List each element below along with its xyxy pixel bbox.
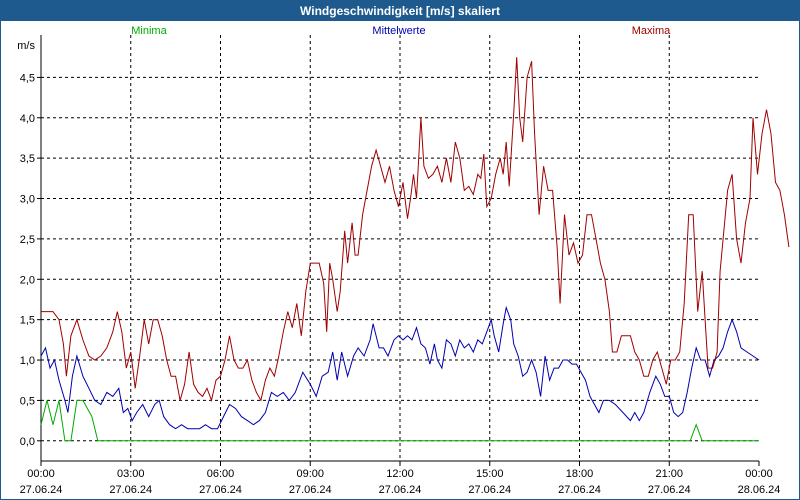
x-tick-time: 21:00	[655, 468, 683, 480]
y-tick-label: 3,0	[20, 194, 35, 206]
series-mittelwerte-line	[40, 305, 760, 430]
x-tick-time: 00:00	[27, 468, 55, 480]
y-tick-label: 4,5	[20, 72, 35, 84]
x-tick-time: 00:00	[745, 468, 773, 480]
y-tick-label: 0,0	[20, 436, 35, 448]
y-tick-label: 1,5	[20, 315, 35, 327]
x-tick-time: 12:00	[386, 468, 414, 480]
x-tick-date: 27.06.24	[468, 484, 511, 496]
x-tick-time: 18:00	[566, 468, 594, 480]
x-tick-time: 09:00	[296, 468, 324, 480]
y-tick-label: 0,5	[20, 395, 35, 407]
y-tick-label: 1,0	[20, 355, 35, 367]
x-tick-date: 28.06.24	[738, 484, 781, 496]
y-tick-label: 2,0	[20, 274, 35, 286]
x-tick-date: 27.06.24	[558, 484, 601, 496]
y-tick-label: 3,5	[20, 153, 35, 165]
legend-minima: Minima	[131, 25, 167, 37]
series-minima-line	[40, 399, 759, 442]
series-maxima-line	[41, 57, 790, 403]
x-tick-time: 15:00	[476, 468, 504, 480]
x-tick-date: 27.06.24	[289, 484, 332, 496]
y-tick-label: 4,0	[20, 113, 35, 125]
y-axis-label: m/s	[17, 40, 35, 52]
x-tick-date: 27.06.24	[20, 484, 63, 496]
x-tick-date: 27.06.24	[648, 484, 691, 496]
chart-title: Windgeschwindigkeit [m/s] skaliert	[1, 1, 799, 21]
x-tick-date: 27.06.24	[109, 484, 152, 496]
y-tick-label: 2,5	[20, 234, 35, 246]
x-tick-date: 27.06.24	[379, 484, 422, 496]
x-tick-time: 06:00	[207, 468, 235, 480]
legend-mittelwerte: Mittelwerte	[372, 25, 425, 37]
legend-maxima: Maxima	[632, 25, 671, 37]
x-tick-time: 03:00	[117, 468, 145, 480]
x-tick-date: 27.06.24	[199, 484, 242, 496]
